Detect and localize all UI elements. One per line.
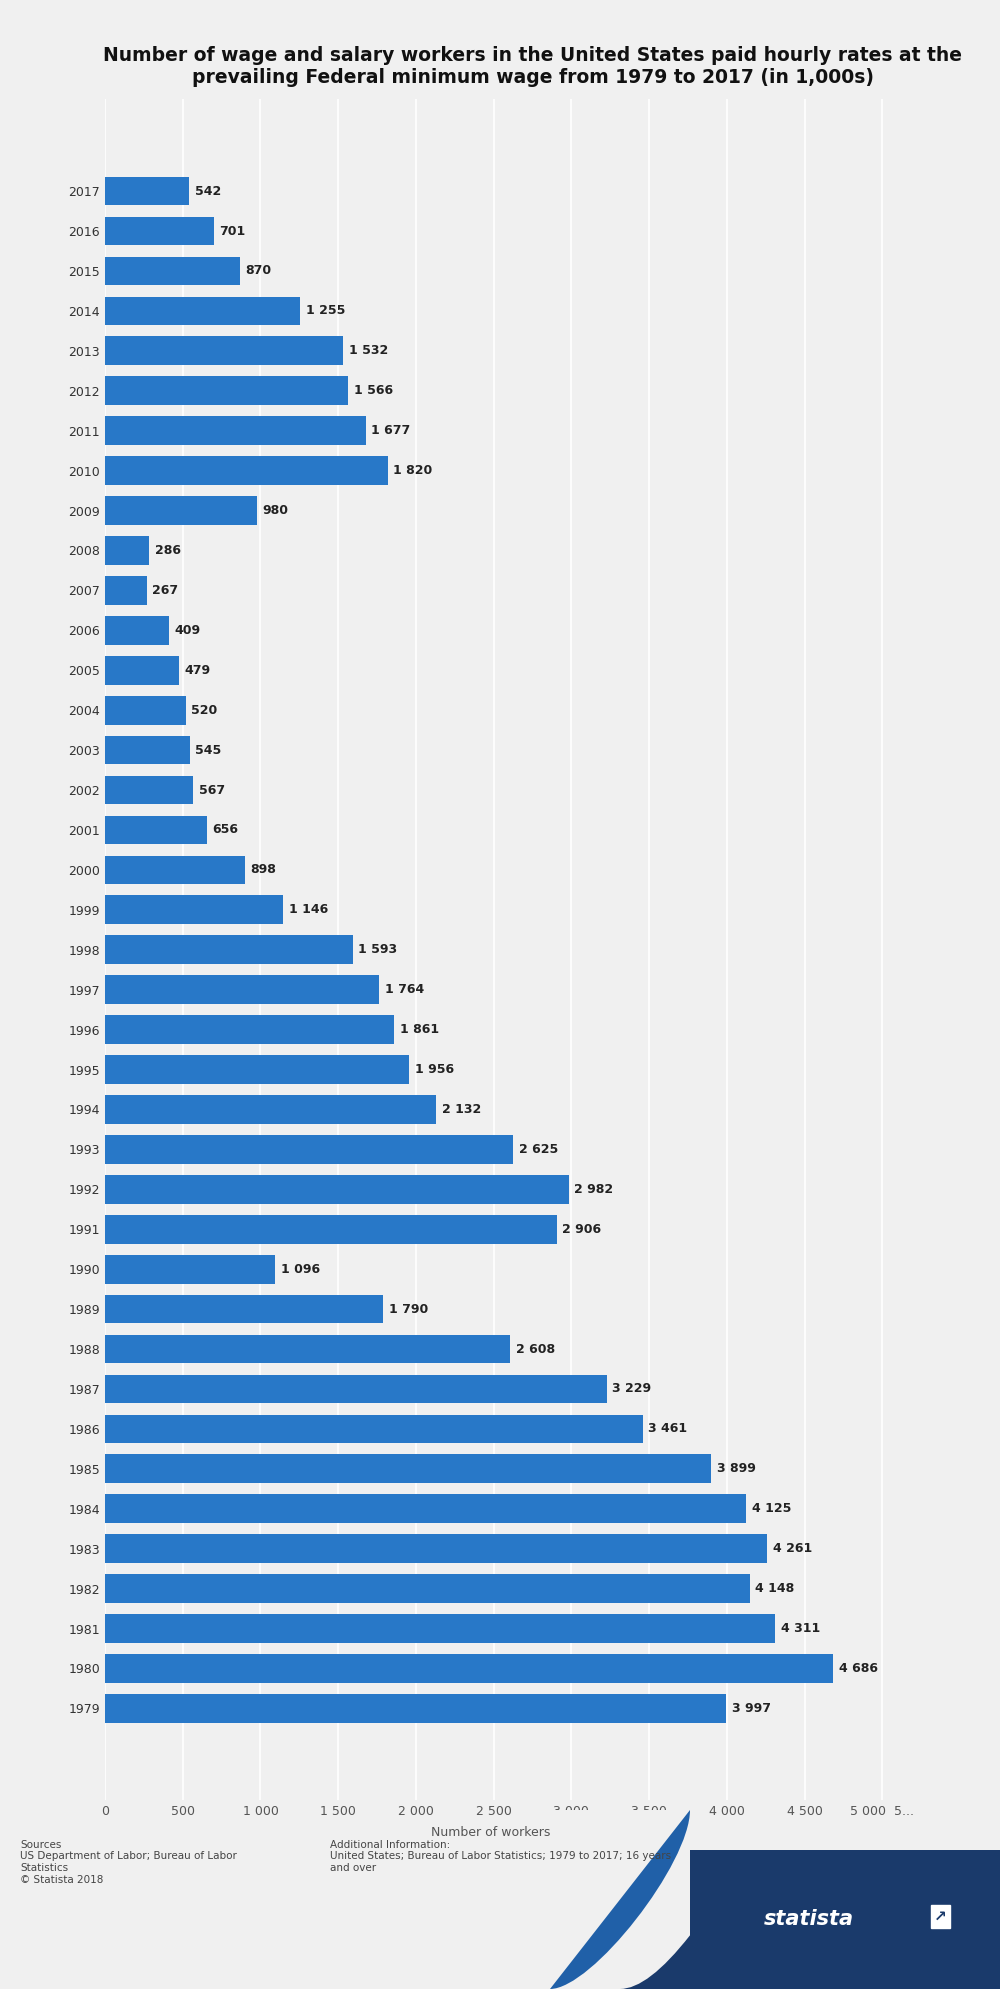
Bar xyxy=(105,1454,711,1484)
X-axis label: Number of workers in thousands: Number of workers in thousands xyxy=(431,1826,634,1840)
Text: 3 229: 3 229 xyxy=(612,1382,652,1396)
Bar xyxy=(105,1534,767,1563)
Text: 1 146: 1 146 xyxy=(289,903,328,917)
Bar xyxy=(105,537,149,565)
Text: 4 311: 4 311 xyxy=(781,1621,820,1635)
Bar xyxy=(105,1655,833,1683)
Bar xyxy=(105,1175,569,1203)
Bar xyxy=(105,1414,643,1444)
Bar xyxy=(105,895,283,925)
Bar xyxy=(105,736,190,764)
Bar xyxy=(105,1615,775,1643)
Text: 2 982: 2 982 xyxy=(574,1183,613,1195)
Bar xyxy=(105,1573,750,1603)
Text: 4 148: 4 148 xyxy=(755,1581,795,1595)
Bar xyxy=(105,1215,557,1243)
Bar xyxy=(105,1014,394,1044)
Bar xyxy=(105,656,179,684)
Text: 1 255: 1 255 xyxy=(306,304,345,318)
Text: 1 566: 1 566 xyxy=(354,384,393,398)
Bar xyxy=(105,935,353,965)
Bar xyxy=(105,416,366,446)
Text: 1 790: 1 790 xyxy=(389,1303,428,1315)
Text: 3 899: 3 899 xyxy=(717,1462,755,1476)
Text: 545: 545 xyxy=(195,744,221,756)
PathPatch shape xyxy=(620,1935,690,1989)
Text: 1 677: 1 677 xyxy=(371,424,410,438)
Bar xyxy=(105,177,189,205)
Text: 520: 520 xyxy=(191,704,218,716)
Bar xyxy=(105,296,300,326)
Text: Additional Information:
United States; Bureau of Labor Statistics; 1979 to 2017;: Additional Information: United States; B… xyxy=(330,1840,671,1874)
Text: 3 461: 3 461 xyxy=(648,1422,688,1436)
Text: 870: 870 xyxy=(246,265,272,278)
Bar xyxy=(105,1374,607,1404)
Text: 4 125: 4 125 xyxy=(752,1502,791,1516)
Bar xyxy=(105,1096,436,1124)
Bar xyxy=(105,1494,746,1524)
Bar xyxy=(105,577,147,605)
Bar xyxy=(105,1335,510,1362)
Text: 898: 898 xyxy=(250,863,276,877)
Bar xyxy=(105,1695,726,1722)
Text: 286: 286 xyxy=(155,543,181,557)
Bar xyxy=(105,1295,383,1323)
Text: statista: statista xyxy=(764,1909,854,1929)
Text: 656: 656 xyxy=(212,823,238,837)
Bar xyxy=(105,1255,275,1283)
Text: 409: 409 xyxy=(174,625,200,636)
Bar xyxy=(105,455,388,485)
Text: 1 820: 1 820 xyxy=(393,463,433,477)
Bar xyxy=(105,617,169,644)
Bar xyxy=(105,855,245,885)
Text: 479: 479 xyxy=(185,664,211,676)
Bar xyxy=(105,696,186,724)
Text: Z: Z xyxy=(934,1907,947,1925)
Text: 1 532: 1 532 xyxy=(349,344,388,358)
Text: 567: 567 xyxy=(199,784,225,796)
Text: 1 956: 1 956 xyxy=(415,1062,454,1076)
Bar xyxy=(105,1054,409,1084)
Text: Sources
US Department of Labor; Bureau of Labor
Statistics
© Statista 2018: Sources US Department of Labor; Bureau o… xyxy=(20,1840,237,1886)
Text: 2 132: 2 132 xyxy=(442,1104,481,1116)
Text: 4 686: 4 686 xyxy=(839,1663,878,1675)
Bar xyxy=(105,217,214,245)
Bar xyxy=(105,975,379,1004)
Text: ↗: ↗ xyxy=(934,1909,947,1923)
Text: 980: 980 xyxy=(263,503,289,517)
Bar xyxy=(105,776,193,804)
Bar xyxy=(105,336,343,366)
Text: 1 593: 1 593 xyxy=(358,943,397,957)
Text: 542: 542 xyxy=(195,185,221,197)
PathPatch shape xyxy=(550,1810,690,1989)
Text: 3 997: 3 997 xyxy=(732,1703,771,1715)
Text: 1 861: 1 861 xyxy=(400,1022,439,1036)
Text: 1 764: 1 764 xyxy=(385,983,424,996)
Title: Number of wage and salary workers in the United States paid hourly rates at the
: Number of wage and salary workers in the… xyxy=(103,46,962,88)
Text: 701: 701 xyxy=(219,225,246,237)
Text: 2 625: 2 625 xyxy=(519,1144,558,1156)
Bar xyxy=(105,495,257,525)
Text: 1 096: 1 096 xyxy=(281,1263,320,1275)
Bar xyxy=(105,257,240,284)
Text: 4 261: 4 261 xyxy=(773,1541,812,1555)
Text: 267: 267 xyxy=(152,585,178,597)
Bar xyxy=(105,376,348,406)
Bar xyxy=(105,815,207,845)
Text: 2 608: 2 608 xyxy=(516,1343,555,1356)
Text: 2 906: 2 906 xyxy=(562,1223,601,1235)
Bar xyxy=(105,1136,513,1164)
